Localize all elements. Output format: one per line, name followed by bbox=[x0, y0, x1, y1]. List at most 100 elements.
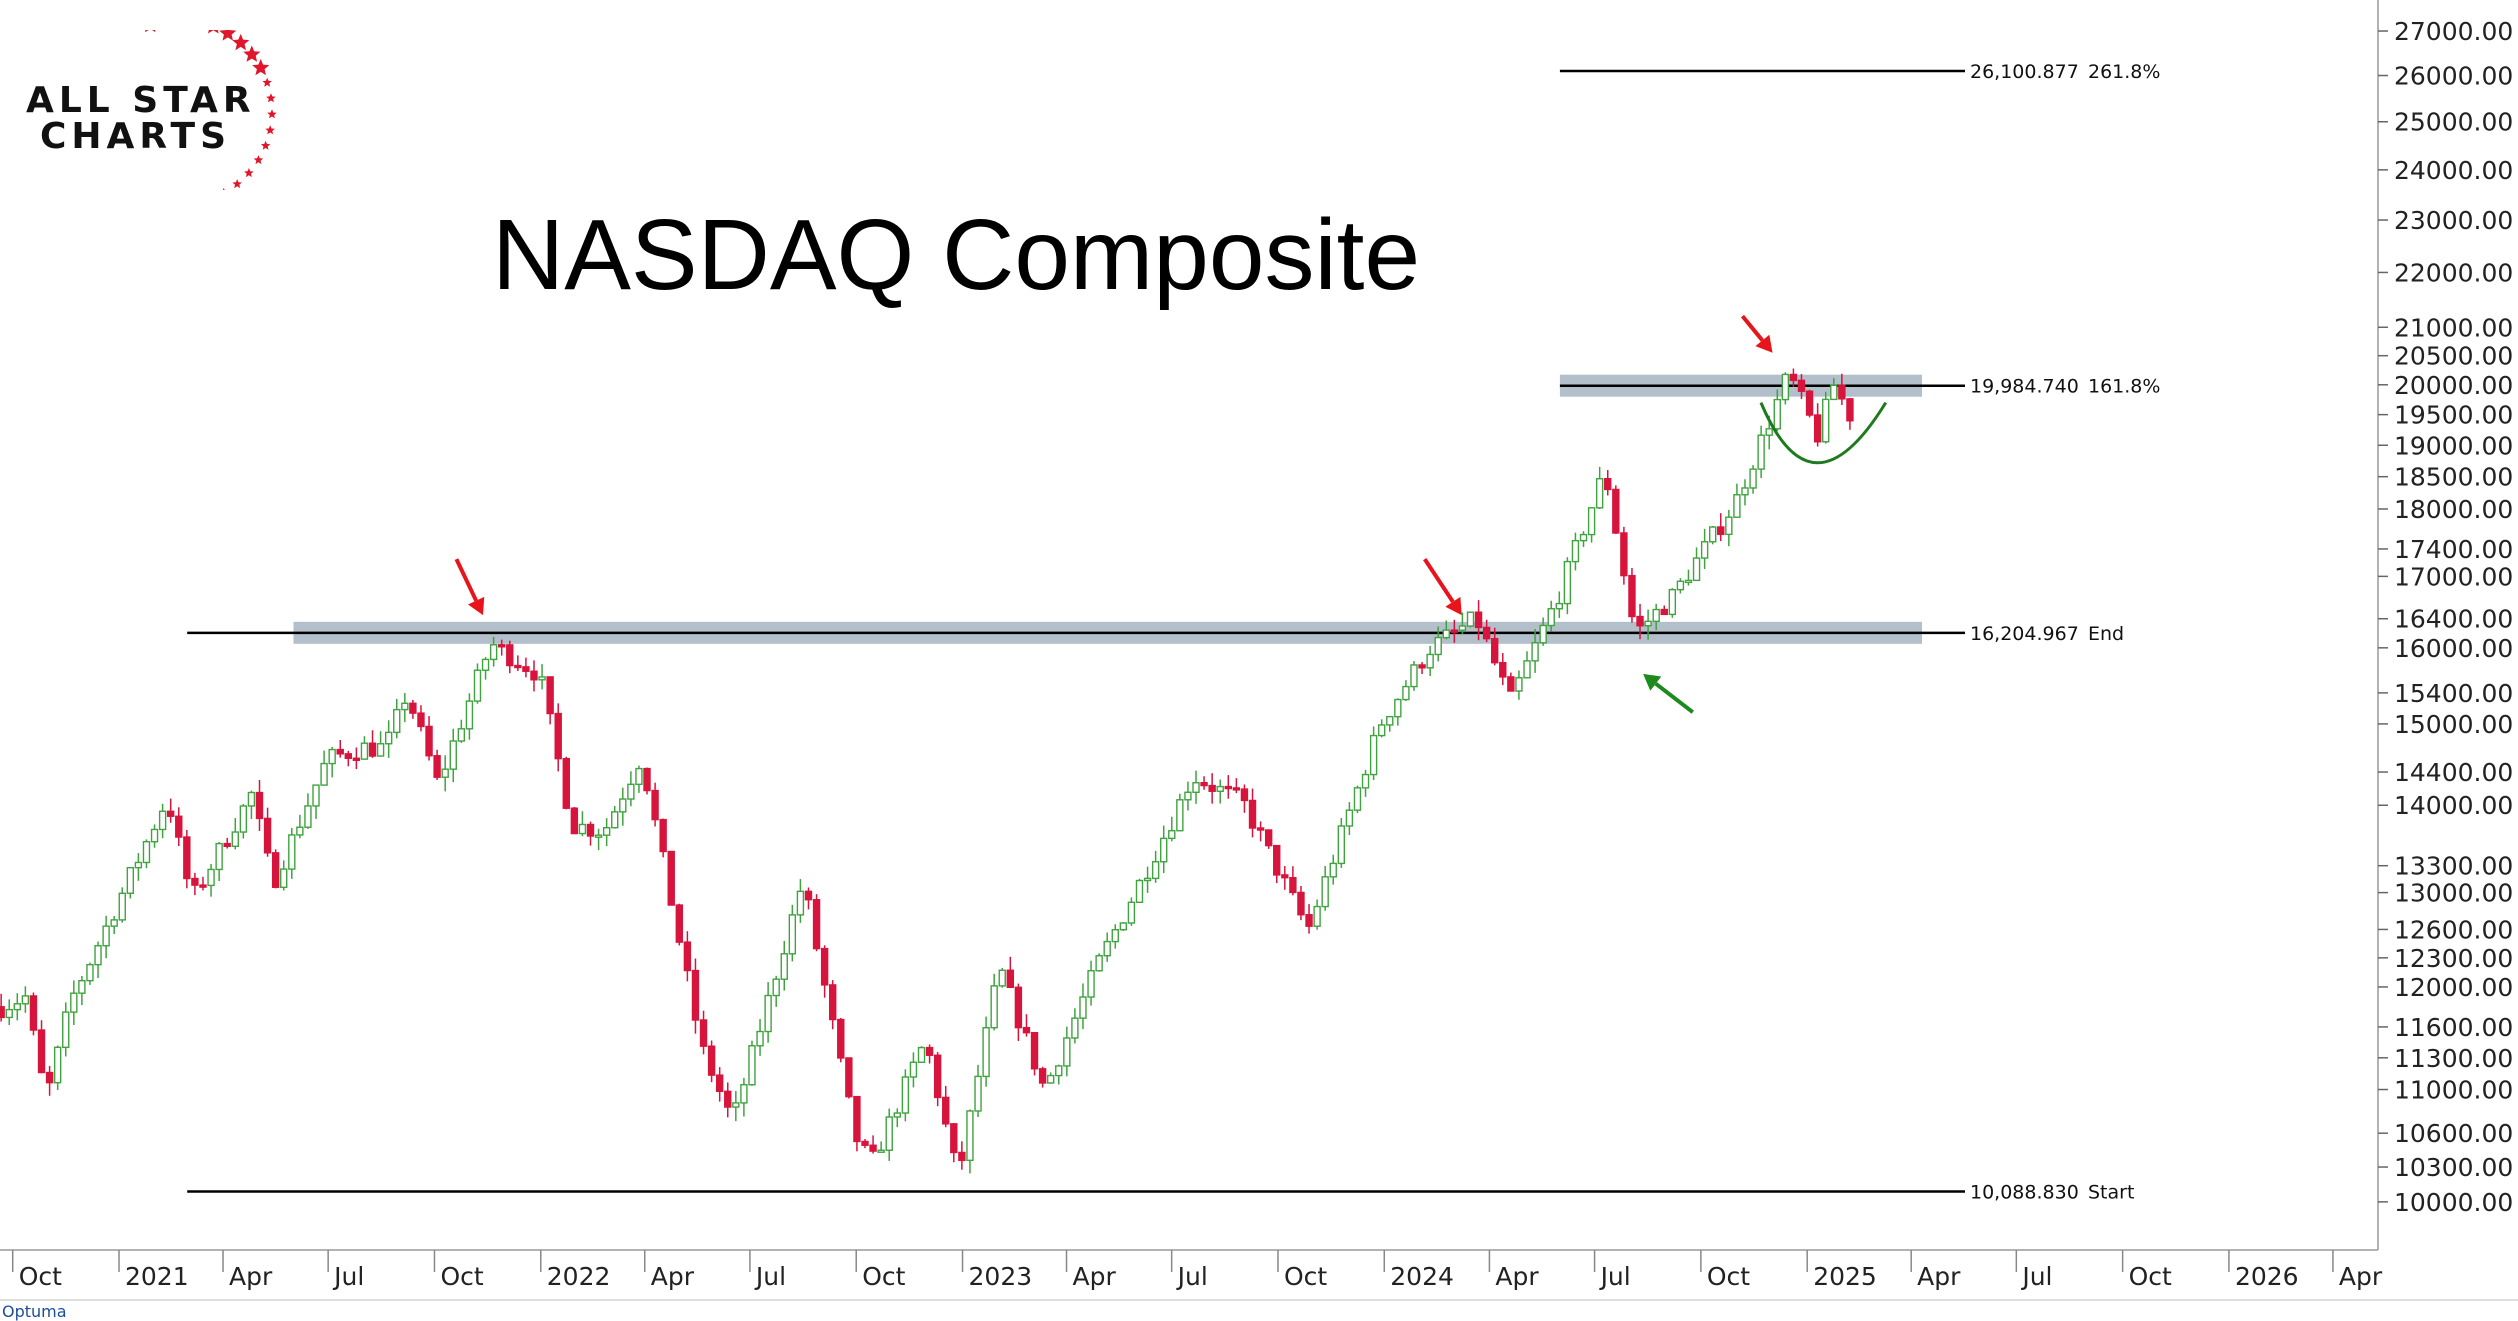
candle-body bbox=[1135, 879, 1144, 904]
candle-body bbox=[538, 676, 546, 681]
level-tag: 161.8% bbox=[2088, 376, 2160, 398]
candle-body bbox=[150, 828, 159, 843]
candle-body bbox=[247, 791, 256, 807]
candle-body bbox=[441, 768, 449, 778]
candle-body bbox=[110, 919, 118, 927]
candle-body bbox=[578, 823, 587, 835]
level-tag: End bbox=[2088, 623, 2124, 645]
y-tick-label: 27000.00 bbox=[2394, 17, 2513, 46]
candle-body bbox=[530, 670, 538, 681]
candle-body bbox=[13, 1003, 22, 1011]
candle-body bbox=[675, 904, 684, 943]
x-tick-label: Apr bbox=[651, 1262, 695, 1291]
candle-body bbox=[78, 979, 86, 994]
level-tag: Start bbox=[2088, 1181, 2134, 1203]
candle-body bbox=[183, 836, 191, 880]
candle-body bbox=[651, 789, 659, 821]
candle-body bbox=[756, 1030, 764, 1047]
candle-body bbox=[296, 826, 304, 836]
candle-body bbox=[255, 791, 264, 820]
candle-body bbox=[191, 877, 199, 886]
candle-body bbox=[239, 805, 248, 833]
y-tick-label: 11000.00 bbox=[2394, 1076, 2513, 1105]
candle-body bbox=[481, 658, 490, 671]
candle-body bbox=[0, 1006, 5, 1019]
candle-body bbox=[982, 1027, 990, 1078]
candle-body bbox=[1474, 611, 1483, 629]
candle-body bbox=[1103, 940, 1111, 957]
candle-body bbox=[917, 1046, 926, 1063]
candle-body bbox=[1620, 532, 1628, 577]
candle-body bbox=[1652, 608, 1660, 623]
candle-body bbox=[5, 1008, 13, 1019]
candle-body bbox=[223, 842, 231, 848]
logo-star-icon bbox=[262, 77, 272, 87]
candle-body bbox=[1507, 676, 1515, 692]
candle-body bbox=[62, 1011, 70, 1049]
candle-body bbox=[667, 850, 675, 906]
red-arrow-head bbox=[1445, 596, 1462, 616]
y-tick-label: 26000.00 bbox=[2394, 62, 2513, 91]
logo-star-icon bbox=[266, 93, 276, 103]
x-tick-label: Jul bbox=[1599, 1262, 1631, 1291]
candle-body bbox=[707, 1045, 716, 1076]
candle-body bbox=[1402, 685, 1410, 701]
y-tick-label: 20000.00 bbox=[2394, 371, 2513, 400]
candle-body bbox=[522, 666, 530, 672]
candle-body bbox=[1087, 970, 1095, 998]
candle-body bbox=[1660, 608, 1668, 616]
logo-line2: CHARTS bbox=[40, 116, 231, 157]
candle-body bbox=[86, 963, 94, 982]
candle-body bbox=[829, 984, 837, 1021]
candle-body bbox=[1119, 922, 1128, 931]
candle-body bbox=[1281, 874, 1289, 879]
candle-body bbox=[1749, 468, 1757, 489]
candle-body bbox=[1757, 434, 1765, 470]
candle-body bbox=[360, 742, 369, 760]
candle-body bbox=[643, 767, 651, 792]
y-tick-label: 18000.00 bbox=[2394, 495, 2513, 524]
candle-body bbox=[990, 985, 998, 1029]
candle-body bbox=[1071, 1017, 1079, 1039]
candle-body bbox=[1353, 787, 1362, 811]
candle-body bbox=[1079, 996, 1087, 1019]
candle-body bbox=[611, 811, 619, 829]
y-tick-label: 20500.00 bbox=[2394, 342, 2513, 371]
candle-body bbox=[1482, 626, 1491, 640]
candle-body bbox=[1434, 636, 1442, 656]
candle-body bbox=[280, 868, 288, 888]
candle-body bbox=[1426, 653, 1434, 669]
candle-body bbox=[586, 823, 595, 837]
candle-body bbox=[764, 994, 772, 1033]
rounding-bottom-arc bbox=[1759, 401, 1888, 464]
candle-body bbox=[788, 914, 797, 955]
candle-body bbox=[699, 1019, 708, 1047]
candle-body bbox=[376, 743, 385, 757]
candle-body bbox=[925, 1046, 934, 1056]
candle-body bbox=[1539, 624, 1547, 644]
candle-body bbox=[804, 890, 813, 901]
candle-body bbox=[1410, 664, 1418, 688]
logo-star-icon bbox=[232, 33, 250, 51]
candle-body bbox=[1038, 1068, 1047, 1084]
candle-body bbox=[1797, 379, 1806, 392]
candle-body bbox=[102, 925, 110, 947]
y-tick-label: 17400.00 bbox=[2394, 535, 2513, 564]
candle-body bbox=[1321, 876, 1329, 908]
candle-body bbox=[1563, 560, 1572, 605]
candle-body bbox=[1571, 539, 1580, 563]
candle-body bbox=[1046, 1074, 1055, 1084]
candle-body bbox=[134, 861, 143, 869]
y-tick-label: 18500.00 bbox=[2394, 463, 2513, 492]
candle-body bbox=[215, 842, 223, 871]
candle-body bbox=[837, 1018, 845, 1059]
candle-body bbox=[1240, 788, 1249, 802]
logo-star-icon bbox=[244, 168, 254, 178]
candle-body bbox=[29, 995, 38, 1031]
candle-body bbox=[1628, 574, 1636, 618]
candle-body bbox=[425, 725, 433, 757]
level-value: 19,984.740 bbox=[1970, 376, 2079, 398]
candle-body bbox=[635, 767, 643, 786]
candle-body bbox=[1555, 602, 1564, 610]
x-tick-label: Oct bbox=[862, 1262, 905, 1291]
